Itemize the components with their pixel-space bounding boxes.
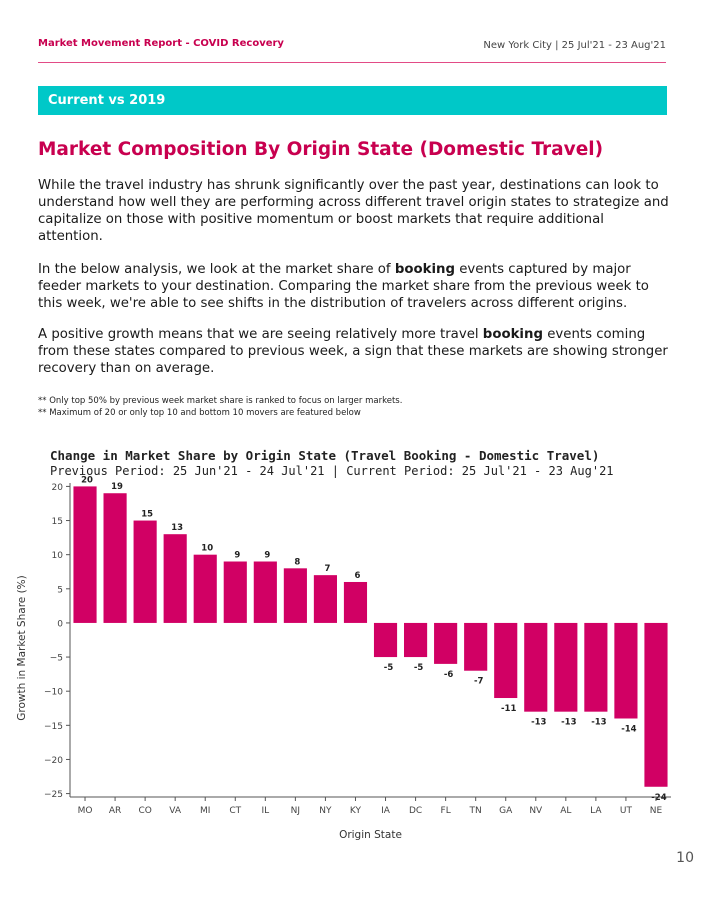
bar [133, 520, 157, 623]
bar [464, 622, 488, 671]
bar [73, 486, 97, 623]
y-tick-label: −20 [44, 756, 63, 766]
x-tick-label: LA [590, 806, 602, 816]
x-tick-label: MI [200, 806, 210, 816]
x-tick-label: GA [499, 806, 513, 816]
bar-value-label: 8 [294, 557, 300, 567]
bar [494, 622, 518, 699]
page-header: Market Movement Report - COVID Recovery … [38, 38, 666, 64]
x-tick-label: VA [169, 806, 182, 816]
bar-value-label: 9 [234, 551, 240, 561]
x-tick-label: MO [78, 806, 93, 816]
bar-value-label: 13 [171, 523, 183, 533]
bar [554, 622, 578, 712]
bar [343, 581, 368, 623]
bar-value-label: -13 [561, 718, 576, 728]
bar-value-label: 7 [324, 564, 330, 574]
bar [524, 622, 548, 712]
page-title: Market Composition By Origin State (Dome… [38, 139, 604, 160]
x-tick-label: AL [560, 806, 571, 816]
bar-value-label: 15 [141, 510, 153, 520]
x-axis-title: Origin State [339, 829, 402, 841]
y-tick-label: −5 [50, 654, 63, 664]
paragraph-text: events captured by major feeder markets … [38, 262, 649, 311]
bar-value-label: -7 [474, 677, 484, 687]
emphasis-text: booking [394, 262, 456, 277]
bar-value-label: -13 [591, 718, 606, 728]
x-tick-label: DC [409, 806, 422, 816]
x-tick-label: NV [529, 806, 543, 816]
bar [103, 493, 127, 623]
x-tick-label: NE [650, 806, 663, 816]
x-tick-label: NJ [291, 806, 300, 816]
x-tick-label: AR [109, 806, 121, 816]
y-tick-label: 20 [52, 483, 64, 493]
x-tick-label: NY [319, 806, 332, 816]
bar [644, 622, 668, 787]
y-tick-label: 0 [57, 619, 63, 629]
growth-paragraph: A positive growth means that we are seei… [38, 326, 670, 377]
paragraph-text: events coming from these states compared… [38, 327, 668, 376]
x-tick-label: UT [620, 806, 633, 816]
bar [193, 554, 217, 623]
y-tick-label: 5 [57, 585, 63, 595]
market-share-bar-chart: 20 15 10 5 0 −5 −10 −15 −20 −25 20 MO 19 AR 15 CO 13 VA 10… [16, 475, 671, 841]
analysis-paragraph: In the below analysis, we look at the ma… [38, 261, 670, 312]
footnote: ** Only top 50% by previous week market … [38, 396, 403, 406]
header-divider [38, 62, 666, 63]
bar-value-label: -13 [531, 718, 546, 728]
x-tick-label: TN [469, 806, 482, 816]
bar [584, 622, 608, 712]
bar [404, 622, 428, 658]
footnote: ** Maximum of 20 or only top 10 and bott… [38, 408, 361, 418]
bar-value-label: -14 [621, 725, 636, 735]
x-tick-label: CO [138, 806, 151, 816]
bar [373, 622, 398, 658]
report-title: Market Movement Report - COVID Recovery [38, 38, 284, 49]
emphasis-text: booking [482, 327, 543, 342]
bar-value-label: 10 [201, 544, 213, 554]
bar [283, 568, 307, 623]
location-period: New York City | 25 Jul'21 - 23 Aug'21 [483, 40, 666, 51]
bar [434, 622, 458, 664]
y-tick-label: −10 [44, 688, 63, 698]
bar-value-label: -5 [384, 663, 394, 673]
bar [223, 561, 247, 623]
footnotes: ** Only top 50% by previous week market … [38, 395, 402, 419]
bar-value-label: 19 [111, 482, 123, 492]
intro-paragraph: While the travel industry has shrunk sig… [38, 178, 669, 244]
x-tick-label: IA [381, 806, 391, 816]
y-axis-title: Growth in Market Share (%) [16, 575, 28, 721]
page-number: 10 [676, 850, 694, 866]
bar [253, 561, 277, 623]
x-tick-label: IL [261, 806, 269, 816]
x-tick-label: CT [229, 806, 241, 816]
bar-value-label: -24 [651, 793, 666, 803]
y-tick-label: 10 [52, 551, 64, 561]
bar-value-label: 9 [264, 551, 270, 561]
bar [163, 534, 187, 623]
bar-value-label: -11 [501, 704, 516, 714]
chart-title: Change in Market Share by Origin State (… [50, 448, 600, 463]
bar-value-label: 6 [355, 571, 361, 581]
y-tick-label: −15 [44, 722, 63, 732]
chart-subtitle: Previous Period: 25 Jun'21 - 24 Jul'21 |… [50, 464, 614, 478]
paragraph-text: A positive growth means that we are seei… [38, 327, 483, 342]
bar-value-label: -5 [414, 663, 424, 673]
bar [313, 575, 337, 623]
x-tick-label: KY [350, 806, 362, 816]
y-tick-label: 15 [52, 517, 63, 527]
bar-value-label: -6 [444, 670, 454, 680]
bar-value-label: 20 [81, 475, 93, 485]
y-tick-label: −25 [44, 790, 63, 800]
paragraph-text: In the below analysis, we look at the ma… [38, 262, 395, 277]
bar [614, 622, 638, 719]
x-tick-label: FL [441, 806, 451, 816]
section-banner: Current vs 2019 [38, 86, 667, 115]
